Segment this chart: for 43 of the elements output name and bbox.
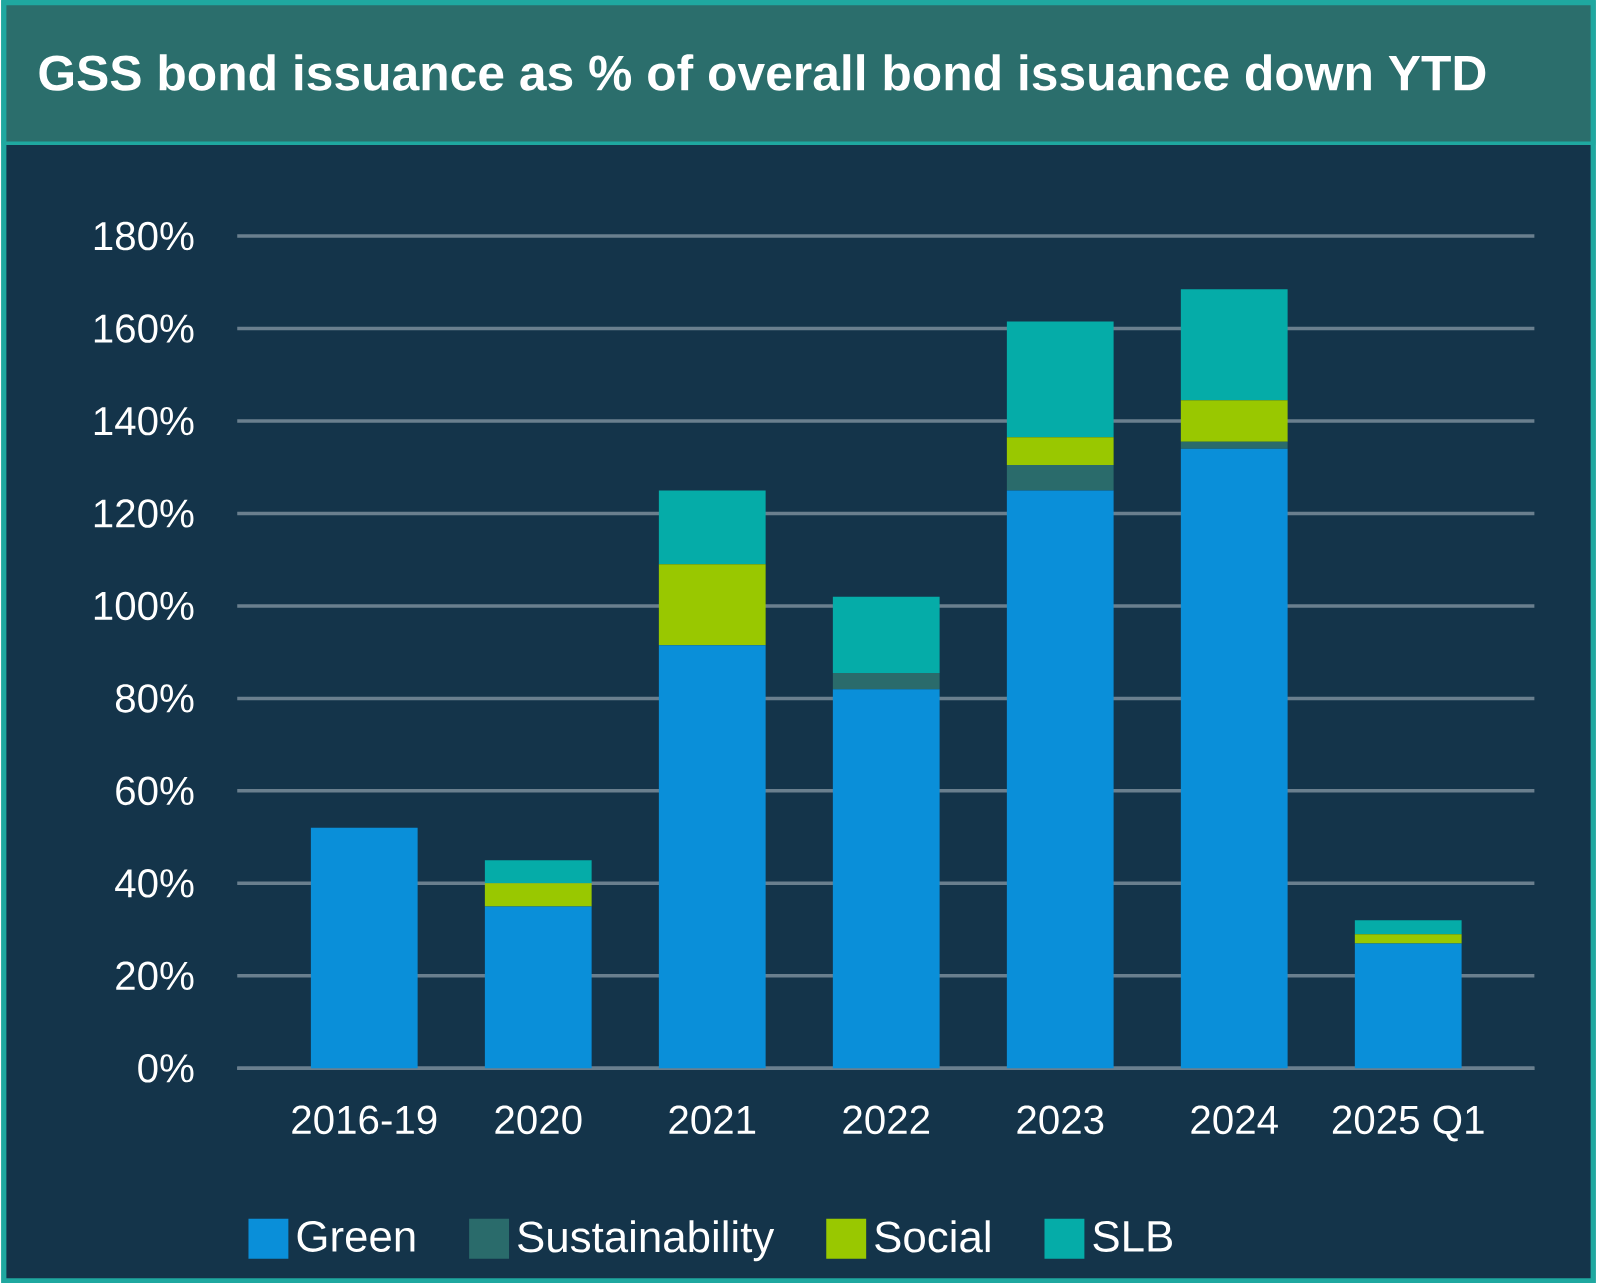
bar: [1180, 448, 1288, 1069]
x-tick-label: 2022: [843, 1105, 930, 1134]
y-tick-label: 80%: [115, 683, 194, 713]
bar: [1006, 321, 1114, 437]
legend-label: Sustainability: [518, 1220, 775, 1261]
x-tick-label: 2023: [1017, 1105, 1104, 1134]
legend-label: SLB: [1093, 1220, 1172, 1252]
bar: [1180, 289, 1288, 401]
x-tick-label: 2025 Q1: [1332, 1105, 1484, 1142]
bar: [1180, 400, 1288, 442]
bar: [484, 906, 592, 1069]
y-tick-label: 60%: [116, 776, 194, 805]
bar: [1006, 437, 1114, 465]
y-tick-label: 20%: [116, 961, 194, 990]
y-tick-label: 160%: [94, 314, 194, 343]
bar: [310, 827, 418, 1069]
x-tick-label: 2020: [495, 1105, 582, 1134]
bar: [658, 564, 766, 646]
y-tick-label: 0%: [138, 1053, 194, 1083]
bar: [1180, 441, 1288, 449]
bar: [832, 596, 940, 673]
bar: [1354, 920, 1462, 934]
legend-label: Social: [875, 1220, 990, 1253]
y-tick-label: 120%: [94, 499, 194, 528]
bar: [484, 860, 592, 884]
legend-label: Green: [297, 1220, 415, 1252]
bar: [1354, 943, 1462, 1069]
bar: [1006, 490, 1114, 1069]
bar: [484, 883, 592, 907]
x-tick-label: 2021: [669, 1105, 756, 1134]
bar: [832, 688, 940, 1069]
x-tick-label: 2024: [1191, 1105, 1278, 1134]
y-tick-label: 140%: [94, 406, 194, 436]
bar: [832, 672, 940, 689]
y-tick-label: 180%: [94, 221, 194, 251]
bar: [1354, 934, 1462, 944]
bar: [658, 645, 766, 1069]
y-tick-label: 40%: [115, 868, 194, 898]
x-tick-label: 2016-19: [292, 1105, 437, 1134]
bar: [1006, 464, 1114, 491]
y-tick-label: 100%: [94, 591, 194, 621]
chart-title: GSS bond issuance as % of overall bond issuance down YTD: [39, 53, 1486, 91]
bar: [658, 490, 766, 565]
